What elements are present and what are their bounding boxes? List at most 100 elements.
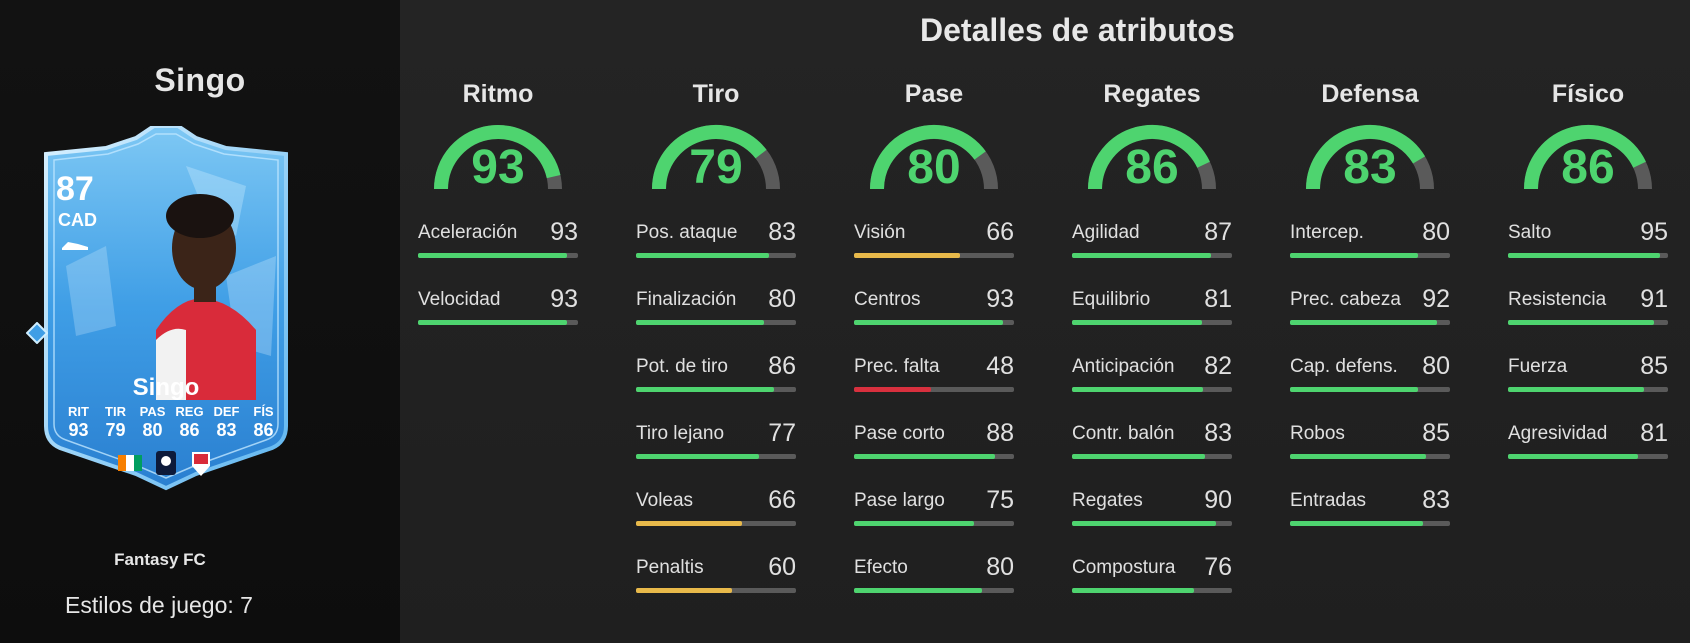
card-stat-labels: RIT TIR PAS REG DEF FÍS	[60, 404, 282, 419]
category-value: 86	[1125, 141, 1179, 194]
attribute-row: Contr. balón 83	[1072, 419, 1232, 473]
attribute-label: Velocidad	[418, 289, 501, 310]
attribute-row: Finalización 80	[636, 285, 796, 339]
attribute-label: Tiro lejano	[636, 423, 725, 444]
attribute-row: Salto 95	[1508, 218, 1668, 272]
category-gauge: 79	[649, 122, 783, 196]
attribute-bar-fill	[854, 521, 974, 526]
attribute-value: 85	[1640, 352, 1668, 380]
attribute-bar-fill	[1072, 588, 1194, 593]
card-stat-value: 93	[68, 420, 89, 440]
category-name: Regates	[1103, 80, 1201, 108]
attribute-row: Fuerza 85	[1508, 352, 1668, 406]
attribute-bar-fill	[854, 588, 982, 593]
attribute-bar-fill	[1072, 253, 1212, 258]
league-logo-icon	[156, 451, 176, 475]
attribute-value: 87	[1204, 218, 1232, 246]
attribute-bar-track	[636, 588, 796, 593]
attribute-bar-fill	[1508, 320, 1654, 325]
attribute-label: Pot. de tiro	[636, 356, 728, 377]
attribute-bar-track	[1290, 521, 1450, 526]
attribute-row: Tiro lejano 77	[636, 419, 796, 473]
attribute-bar-fill	[636, 588, 732, 593]
category-value: 80	[907, 141, 961, 194]
card-player-name: Singo	[132, 374, 200, 401]
category-name: Tiro	[692, 80, 740, 108]
attribute-row: Anticipación 82	[1072, 352, 1232, 406]
attribute-bar-fill	[854, 387, 931, 392]
attribute-bar-track	[418, 320, 578, 325]
attribute-value: 83	[1204, 419, 1232, 447]
attribute-row: Agilidad 87	[1072, 218, 1232, 272]
attribute-bar-fill	[1072, 521, 1216, 526]
player-card[interactable]: 87 CAD Singo RIT TIR PAS REG DEF FÍS 93 …	[26, 126, 296, 502]
attribute-label: Resistencia	[1508, 289, 1607, 310]
attribute-label: Prec. cabeza	[1290, 289, 1401, 310]
attribute-label: Anticipación	[1072, 356, 1175, 377]
category-gauge: 86	[1085, 122, 1219, 196]
attribute-row: Entradas 83	[1290, 486, 1450, 540]
attributes-panel	[400, 0, 1690, 643]
attribute-value: 83	[768, 218, 796, 246]
attribute-label: Cap. defens.	[1290, 356, 1398, 377]
attribute-bar-track	[854, 588, 1014, 593]
attribute-row: Robos 85	[1290, 419, 1450, 473]
player-photo	[156, 194, 256, 400]
category-value: 86	[1561, 141, 1615, 194]
category-value: 79	[689, 141, 743, 194]
category-gauge: 80	[867, 122, 1001, 196]
attribute-value: 75	[986, 486, 1014, 514]
attribute-bar-track	[1290, 320, 1450, 325]
attribute-label: Pase largo	[854, 490, 945, 511]
attribute-bar-track	[636, 387, 796, 392]
club-crest-icon	[192, 452, 210, 476]
team-name: Fantasy FC	[114, 550, 206, 569]
attribute-bar-fill	[854, 454, 995, 459]
attribute-row: Centros 93	[854, 285, 1014, 339]
attribute-bar-track	[636, 454, 796, 459]
evolution-diamond-icon	[26, 322, 48, 344]
playstyles-count: Estilos de juego: 7	[65, 592, 253, 618]
attribute-bar-fill	[636, 320, 764, 325]
category-value: 93	[471, 141, 525, 194]
attribute-row: Intercep. 80	[1290, 218, 1450, 272]
attribute-value: 81	[1204, 285, 1232, 313]
player-name-title: Singo	[154, 62, 246, 98]
attribute-value: 60	[768, 553, 796, 581]
attribute-value: 80	[768, 285, 796, 313]
attribute-bar-fill	[1072, 454, 1205, 459]
card-stat-label: PAS	[139, 404, 166, 419]
card-overall-rating: 87	[56, 170, 94, 208]
attribute-row: Velocidad 93	[418, 285, 578, 339]
nation-flag-icon	[118, 455, 142, 471]
card-stat-label: FÍS	[253, 404, 274, 419]
category-name: Defensa	[1321, 80, 1419, 108]
attribute-label: Centros	[854, 289, 921, 310]
attribute-bar-fill	[418, 320, 567, 325]
attribute-value: 90	[1204, 486, 1232, 514]
attribute-value: 76	[1204, 553, 1232, 581]
card-position: CAD	[58, 210, 97, 230]
attribute-row: Voleas 66	[636, 486, 796, 540]
attribute-label: Finalización	[636, 289, 737, 310]
attribute-value: 93	[550, 218, 578, 246]
attribute-bar-track	[854, 387, 1014, 392]
attribute-value: 80	[1422, 352, 1450, 380]
gauge-fill	[1306, 125, 1426, 190]
attribute-bar-fill	[854, 320, 1003, 325]
attribute-bar-track	[1290, 387, 1450, 392]
attribute-bar-track	[636, 320, 796, 325]
attribute-label: Robos	[1290, 423, 1345, 444]
attribute-bar-track	[636, 521, 796, 526]
card-stat-value: 86	[253, 420, 274, 440]
card-stat-label: RIT	[68, 404, 89, 419]
attribute-bar-track	[1508, 320, 1668, 325]
category-1: Tiro 79	[636, 80, 796, 196]
attribute-value: 92	[1422, 285, 1450, 313]
category-gauge: 83	[1303, 122, 1437, 196]
attribute-row: Compostura 76	[1072, 553, 1232, 607]
attribute-bar-fill	[1072, 320, 1202, 325]
attribute-label: Agresividad	[1508, 423, 1608, 444]
attribute-value: 93	[986, 285, 1014, 313]
attribute-bar-track	[1508, 454, 1668, 459]
